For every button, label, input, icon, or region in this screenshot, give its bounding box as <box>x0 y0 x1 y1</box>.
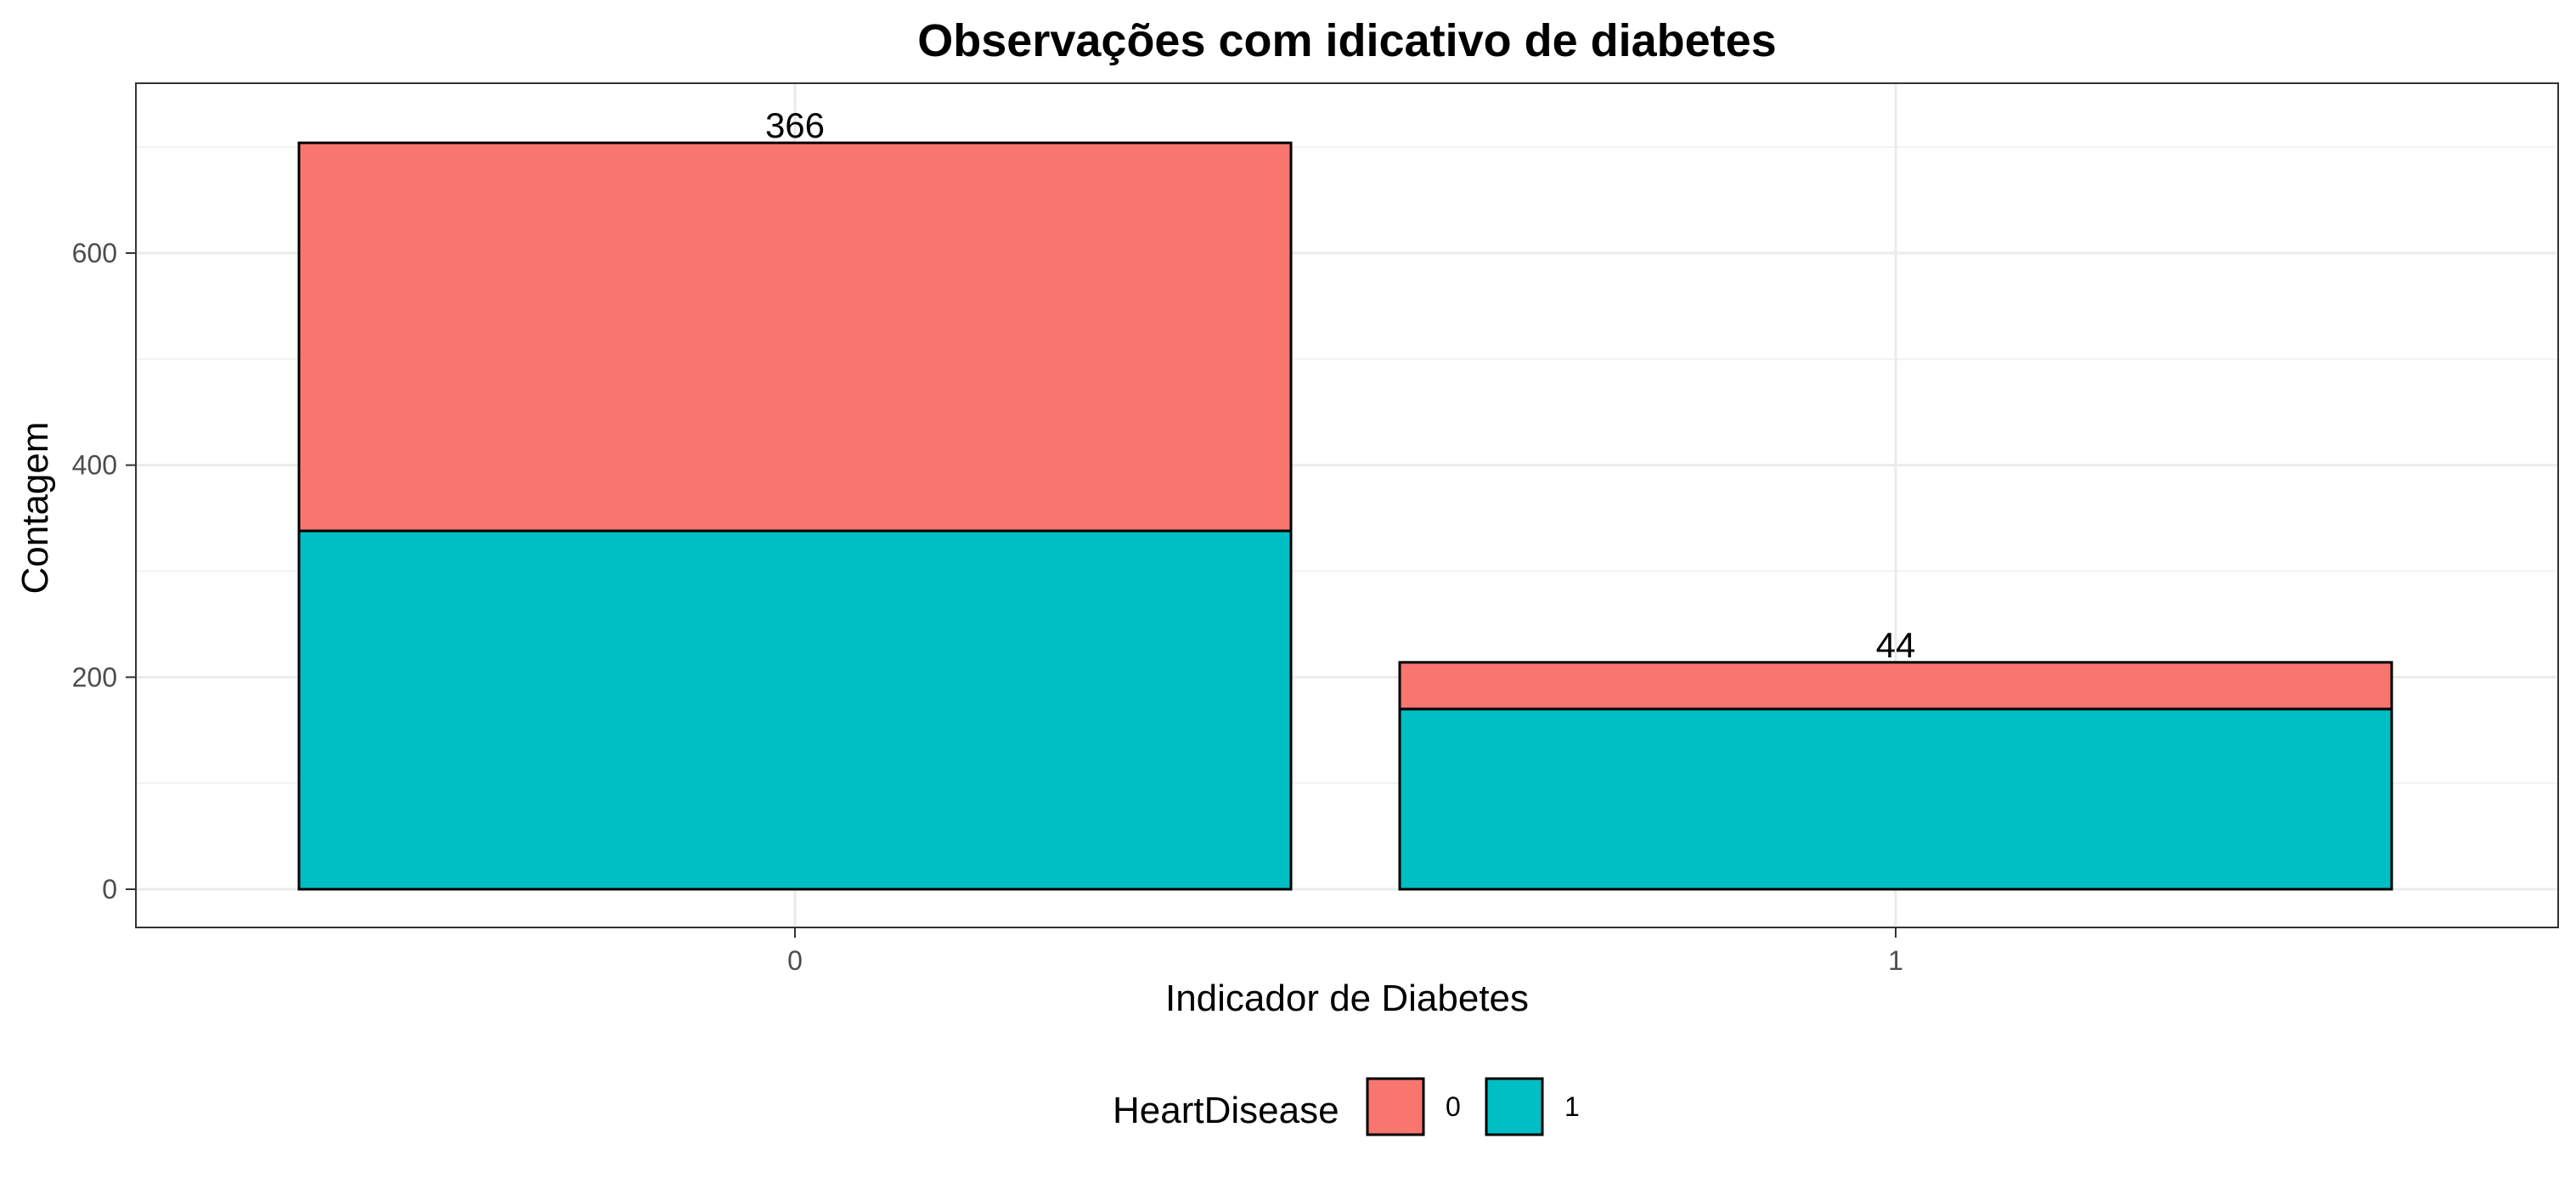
chart-title: Observações com idicativo de diabetes <box>917 15 1776 66</box>
bar-series-0-cat-1 <box>1398 661 2393 711</box>
y-tick-label: 600 <box>72 238 117 268</box>
x-tick-label: 1 <box>1888 945 1903 976</box>
panel-border <box>135 82 2559 928</box>
y-axis-title: Contagem <box>14 421 56 594</box>
y-tick-label: 0 <box>102 874 117 905</box>
y-tick-label: 200 <box>72 662 117 692</box>
data-label: 44 <box>1876 625 1916 665</box>
legend: HeartDisease 0 1 <box>1113 1077 1580 1136</box>
bar-series-1-cat-1 <box>1398 707 2393 891</box>
legend-label: 1 <box>1564 1091 1580 1122</box>
x-axis-title: Indicador de Diabetes <box>1165 978 1529 1019</box>
y-tick-label: 400 <box>72 450 117 481</box>
bar-series-1-cat-0 <box>297 529 1293 891</box>
plot-panel: 33817036644020040060001 <box>72 82 2559 976</box>
bar-series-0-cat-0 <box>297 141 1293 533</box>
x-tick-label: 0 <box>787 945 803 976</box>
legend-label: 0 <box>1446 1091 1461 1122</box>
legend-key-1 <box>1485 1077 1544 1136</box>
data-label: 366 <box>765 105 825 145</box>
legend-key-0 <box>1366 1077 1425 1136</box>
legend-title: HeartDisease <box>1113 1090 1339 1131</box>
